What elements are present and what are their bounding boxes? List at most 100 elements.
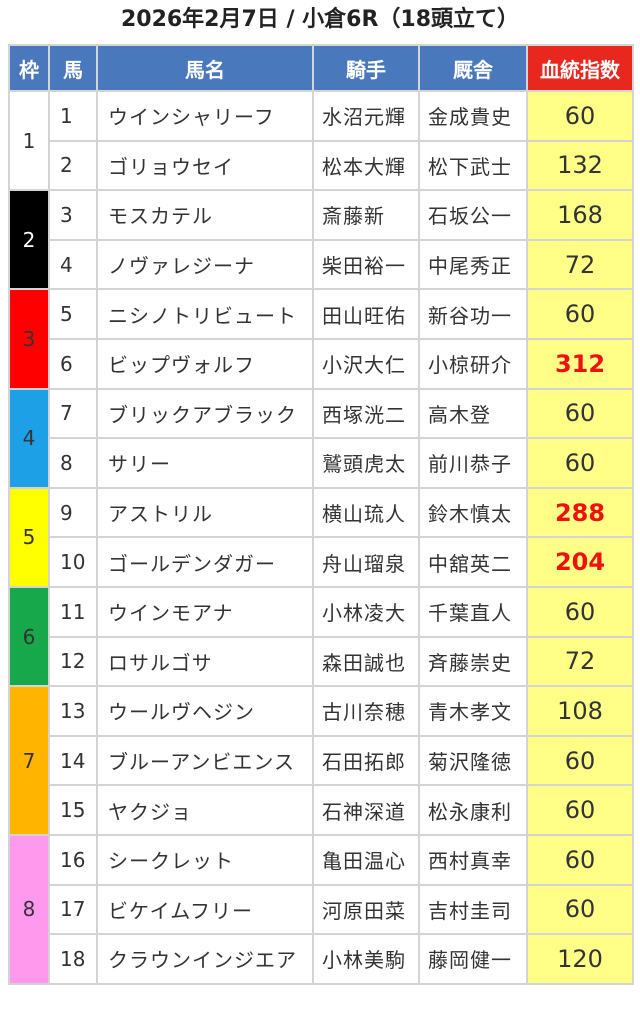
- trainer-name: 西村真幸: [418, 833, 528, 886]
- trainer-name: 前川恭子: [418, 437, 528, 489]
- table-row: 5 9 アストリル 横山琉人 鈴木慎太 288: [8, 486, 634, 588]
- header-number: 馬: [48, 44, 98, 92]
- jockey-name: 石神深道: [312, 784, 420, 836]
- table-row: 18 クラウンインジエア 小林美駒 藤岡健一 120: [9, 933, 634, 985]
- horse-name: ヤクジョ: [96, 784, 314, 836]
- trainer-name: 高木登: [418, 387, 528, 440]
- table-row: 3 5 ニシノトリビュート 田山旺佑 新谷功一 60: [8, 288, 634, 390]
- bloodline-index: 72: [526, 238, 634, 291]
- jockey-name: 石田拓郎: [312, 734, 420, 787]
- table-row: 10 ゴールデンダガー 舟山瑠泉 中舘英二 204: [9, 536, 634, 588]
- table-row: 4 ノヴァレジーナ 柴田裕一 中尾秀正 72: [9, 238, 634, 291]
- frame-cell: 7: [8, 685, 50, 836]
- trainer-name: 松永康利: [418, 784, 528, 836]
- horse-name: ロサルゴサ: [96, 635, 314, 688]
- horse-number: 18: [48, 933, 98, 985]
- horse-name: ノヴァレジーナ: [96, 238, 314, 291]
- horse-name: ビップヴォルフ: [96, 337, 314, 390]
- jockey-name: 古川奈穂: [312, 685, 420, 737]
- trainer-name: 中尾秀正: [418, 238, 528, 291]
- trainer-name: 中舘英二: [418, 536, 528, 588]
- horse-number: 17: [48, 883, 98, 936]
- horse-name: サリー: [96, 437, 314, 489]
- bloodline-index: 60: [526, 784, 634, 836]
- page-title: 2026年2月7日 / 小倉6R（18頭立て）: [120, 7, 520, 32]
- header-frame: 枠: [8, 44, 50, 92]
- jockey-name: 小林美駒: [312, 933, 420, 985]
- horse-number: 8: [48, 437, 98, 489]
- header-trainer: 厩舎: [418, 44, 528, 92]
- bloodline-index: 60: [526, 833, 634, 886]
- horse-number: 5: [48, 288, 98, 340]
- horse-number: 4: [48, 238, 98, 291]
- trainer-name: 新谷功一: [418, 288, 528, 340]
- trainer-name: 松下武士: [418, 139, 528, 192]
- horse-number: 14: [48, 734, 98, 787]
- horse-number: 15: [48, 784, 98, 836]
- horse-name: ニシノトリビュート: [96, 288, 314, 340]
- horse-number: 11: [48, 585, 98, 638]
- frame-cell: 8: [8, 833, 50, 985]
- horse-name: ウインモアナ: [96, 585, 314, 638]
- trainer-name: 小椋研介: [418, 337, 528, 390]
- bloodline-index: 60: [526, 883, 634, 936]
- header-name: 馬名: [96, 44, 314, 92]
- trainer-name: 菊沢隆徳: [418, 734, 528, 787]
- bloodline-index: 60: [526, 734, 634, 787]
- table-header-row: 枠 馬 馬名 騎手 厩舎 血統指数: [8, 44, 634, 92]
- jockey-name: 舟山瑠泉: [312, 536, 420, 588]
- horse-number: 13: [48, 685, 98, 737]
- bloodline-index: 60: [526, 585, 634, 638]
- horse-number: 7: [48, 387, 98, 440]
- jockey-name: 斎藤新: [312, 189, 420, 241]
- table-row: 14 ブルーアンビエンス 石田拓郎 菊沢隆徳 60: [9, 734, 634, 787]
- horse-name: モスカテル: [96, 189, 314, 241]
- horse-number: 16: [48, 833, 98, 886]
- frame-cell: 3: [8, 288, 50, 390]
- horse-name: ビケイムフリー: [96, 883, 314, 936]
- horse-number: 12: [48, 635, 98, 688]
- jockey-name: 柴田裕一: [312, 238, 420, 291]
- table-row: 12 ロサルゴサ 森田誠也 斉藤崇史 72: [9, 635, 634, 688]
- bloodline-index: 312: [526, 337, 634, 390]
- bloodline-index: 72: [526, 635, 634, 688]
- horse-name: ゴールデンダガー: [96, 536, 314, 588]
- trainer-name: 斉藤崇史: [418, 635, 528, 688]
- bloodline-index: 60: [526, 387, 634, 440]
- bloodline-index: 60: [526, 288, 634, 340]
- header-jockey: 騎手: [312, 44, 420, 92]
- frame-cell: 1: [8, 89, 50, 192]
- jockey-name: 西塚洸二: [312, 387, 420, 440]
- bloodline-index: 120: [526, 933, 634, 985]
- trainer-name: 青木孝文: [418, 685, 528, 737]
- jockey-name: 河原田菜: [312, 883, 420, 936]
- horse-name: ウインシャリーフ: [96, 90, 314, 142]
- table-row: 2 ゴリョウセイ 松本大輝 松下武士 132: [9, 139, 634, 192]
- horse-number: 3: [48, 189, 98, 241]
- race-entry-table: 枠 馬 馬名 騎手 厩舎 血統指数 1 1 ウインシャリーフ 水沼元輝 金成貴史 60 2 ゴ…: [8, 44, 634, 985]
- horse-name: ブルーアンビエンス: [96, 734, 314, 787]
- jockey-name: 小林凌大: [312, 585, 420, 638]
- table-row: 6 11 ウインモアナ 小林凌大 千葉直人 60: [8, 585, 634, 688]
- jockey-name: 鷲頭虎太: [312, 437, 420, 489]
- table-row: 6 ビップヴォルフ 小沢大仁 小椋研介 312: [9, 337, 634, 390]
- trainer-name: 鈴木慎太: [418, 486, 528, 539]
- table-row: 7 13 ウールヴヘジン 古川奈穂 青木孝文 108: [8, 685, 634, 836]
- frame-cell: 6: [8, 585, 50, 688]
- horse-name: シークレット: [96, 833, 314, 886]
- trainer-name: 千葉直人: [418, 585, 528, 638]
- jockey-name: 小沢大仁: [312, 337, 420, 390]
- horse-number: 2: [48, 139, 98, 192]
- jockey-name: 水沼元輝: [312, 90, 420, 142]
- horse-number: 9: [48, 486, 98, 539]
- horse-name: クラウンインジエア: [96, 933, 314, 985]
- table-row: 8 サリー 鷲頭虎太 前川恭子 60: [9, 437, 634, 489]
- jockey-name: 森田誠也: [312, 635, 420, 688]
- bloodline-index: 60: [526, 90, 634, 142]
- bloodline-index: 132: [526, 139, 634, 192]
- table-row: 2 3 モスカテル 斎藤新 石坂公一 168: [8, 189, 634, 291]
- bloodline-index: 60: [526, 437, 634, 489]
- horse-name: アストリル: [96, 486, 314, 539]
- horse-number: 1: [48, 90, 98, 142]
- bloodline-index: 168: [526, 189, 634, 241]
